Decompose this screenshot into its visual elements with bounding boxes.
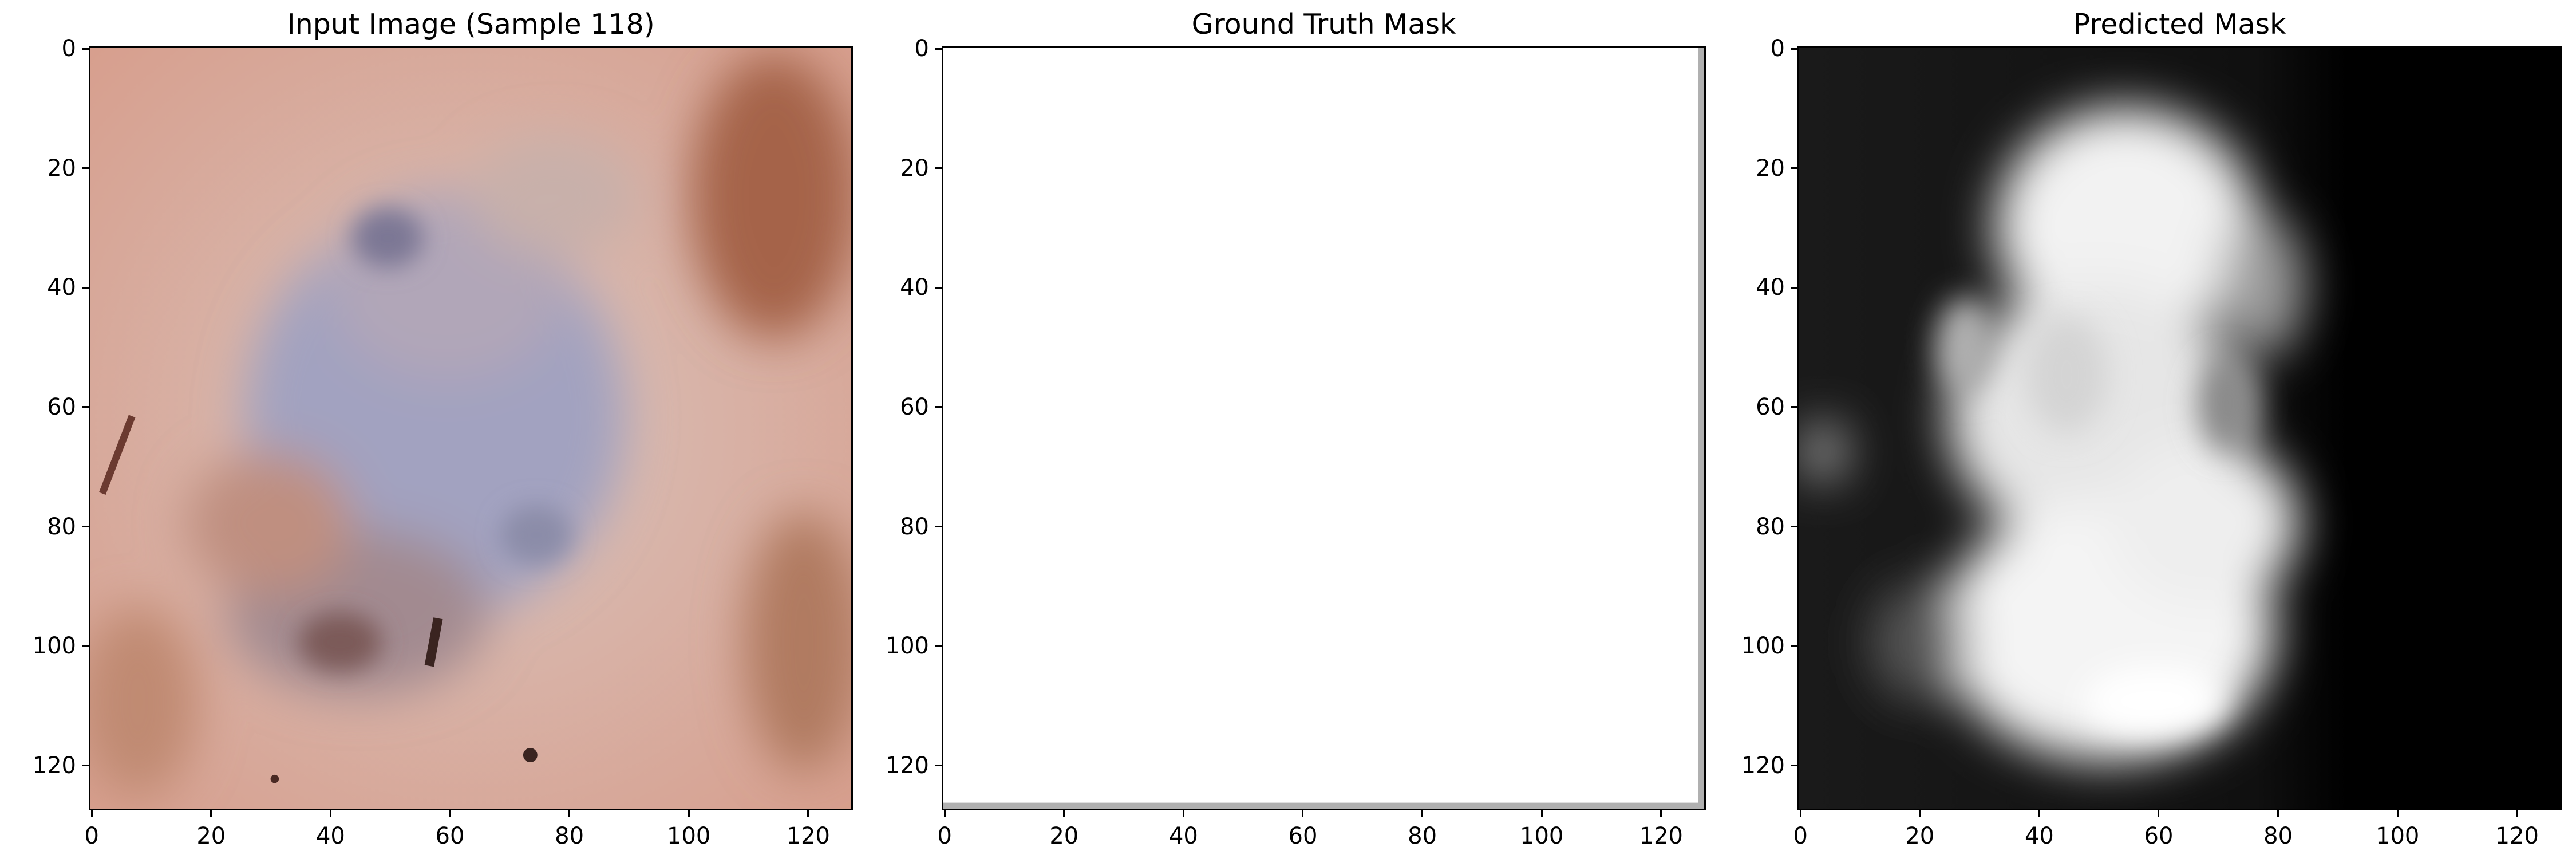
y-tick-mark [82, 645, 89, 647]
ground-truth-title: Ground Truth Mask [1191, 8, 1456, 41]
y-tick-label: 20 [900, 155, 929, 182]
y-tick-mark [82, 286, 89, 289]
x-tick-label: 60 [2144, 823, 2174, 849]
x-tick-mark [2396, 810, 2399, 817]
y-tick-mark [935, 526, 942, 528]
predicted-mask [1799, 48, 2560, 809]
x-tick-mark [1799, 810, 1801, 817]
y-tick-label: 0 [1770, 36, 1785, 62]
y-tick-mark [935, 406, 942, 408]
y-tick-label: 40 [47, 274, 76, 301]
x-tick-label: 0 [84, 823, 99, 849]
x-tick-label: 60 [435, 823, 465, 849]
x-tick-label: 100 [2375, 823, 2420, 849]
predicted-title: Predicted Mask [2073, 8, 2286, 41]
y-tick-mark [82, 48, 89, 50]
x-tick-mark [1063, 810, 1065, 817]
x-tick-mark [2158, 810, 2160, 817]
y-tick-label: 120 [32, 752, 76, 779]
x-tick-label: 100 [666, 823, 711, 849]
x-tick-mark [1660, 810, 1662, 817]
x-tick-mark [1182, 810, 1184, 817]
x-tick-label: 40 [2024, 823, 2054, 849]
x-tick-mark [1540, 810, 1543, 817]
y-tick-label: 80 [900, 513, 929, 540]
y-tick-mark [935, 645, 942, 647]
y-tick-mark [82, 167, 89, 170]
x-tick-label: 20 [1905, 823, 1935, 849]
y-tick-label: 40 [900, 274, 929, 301]
y-tick-label: 60 [47, 393, 76, 420]
x-tick-mark [2038, 810, 2040, 817]
x-tick-mark [2277, 810, 2279, 817]
y-tick-mark [1791, 167, 1797, 170]
y-tick-mark [935, 167, 942, 170]
y-tick-label: 20 [1756, 155, 1785, 182]
y-tick-label: 80 [1756, 513, 1785, 540]
y-tick-label: 100 [32, 633, 76, 660]
x-tick-mark [329, 810, 331, 817]
x-tick-label: 20 [196, 823, 226, 849]
x-tick-label: 0 [937, 823, 952, 849]
y-tick-mark [1791, 526, 1797, 528]
x-tick-mark [1919, 810, 1921, 817]
x-tick-label: 120 [1639, 823, 1683, 849]
y-tick-label: 60 [1756, 393, 1785, 420]
y-tick-mark [82, 526, 89, 528]
predicted-panel: Predicted Mask [1717, 0, 2576, 859]
y-tick-mark [1791, 406, 1797, 408]
y-tick-label: 20 [47, 155, 76, 182]
input-image-title: Input Image (Sample 118) [287, 8, 655, 41]
x-tick-mark [210, 810, 212, 817]
x-tick-label: 80 [2263, 823, 2293, 849]
x-tick-mark [568, 810, 571, 817]
x-tick-mark [1302, 810, 1304, 817]
ground-truth-frame [942, 46, 1706, 810]
x-tick-mark [688, 810, 690, 817]
y-tick-label: 60 [900, 393, 929, 420]
y-tick-label: 120 [1741, 752, 1785, 779]
ground-truth-mask [943, 48, 1704, 809]
input-image-frame [89, 46, 853, 810]
x-tick-label: 60 [1288, 823, 1318, 849]
x-tick-label: 40 [1168, 823, 1198, 849]
y-tick-mark [935, 48, 942, 50]
y-tick-label: 0 [61, 36, 76, 62]
x-tick-label: 100 [1519, 823, 1564, 849]
y-tick-mark [1791, 286, 1797, 289]
x-tick-label: 80 [555, 823, 584, 849]
y-tick-label: 100 [885, 633, 929, 660]
x-tick-mark [943, 810, 946, 817]
y-tick-label: 100 [1741, 633, 1785, 660]
dermoscopy-image [90, 48, 851, 809]
y-tick-mark [1791, 645, 1797, 647]
ground-truth-panel: Ground Truth Mask [859, 0, 1717, 859]
x-tick-label: 40 [315, 823, 345, 849]
y-tick-mark [1791, 765, 1797, 767]
x-tick-label: 120 [2495, 823, 2539, 849]
input-image-panel: Input Image (Sample 118) [0, 0, 859, 859]
y-tick-label: 120 [885, 752, 929, 779]
y-tick-mark [935, 765, 942, 767]
y-tick-label: 40 [1756, 274, 1785, 301]
x-tick-label: 20 [1049, 823, 1079, 849]
y-tick-mark [935, 286, 942, 289]
x-tick-label: 0 [1793, 823, 1808, 849]
x-tick-mark [90, 810, 93, 817]
x-tick-label: 80 [1408, 823, 1437, 849]
x-tick-label: 120 [786, 823, 830, 849]
x-tick-mark [807, 810, 809, 817]
y-tick-label: 0 [914, 36, 929, 62]
y-tick-mark [1791, 48, 1797, 50]
x-tick-mark [2516, 810, 2518, 817]
y-tick-label: 80 [47, 513, 76, 540]
y-tick-mark [82, 406, 89, 408]
x-tick-mark [1421, 810, 1424, 817]
x-tick-mark [449, 810, 451, 817]
y-tick-mark [82, 765, 89, 767]
predicted-frame [1797, 46, 2562, 810]
